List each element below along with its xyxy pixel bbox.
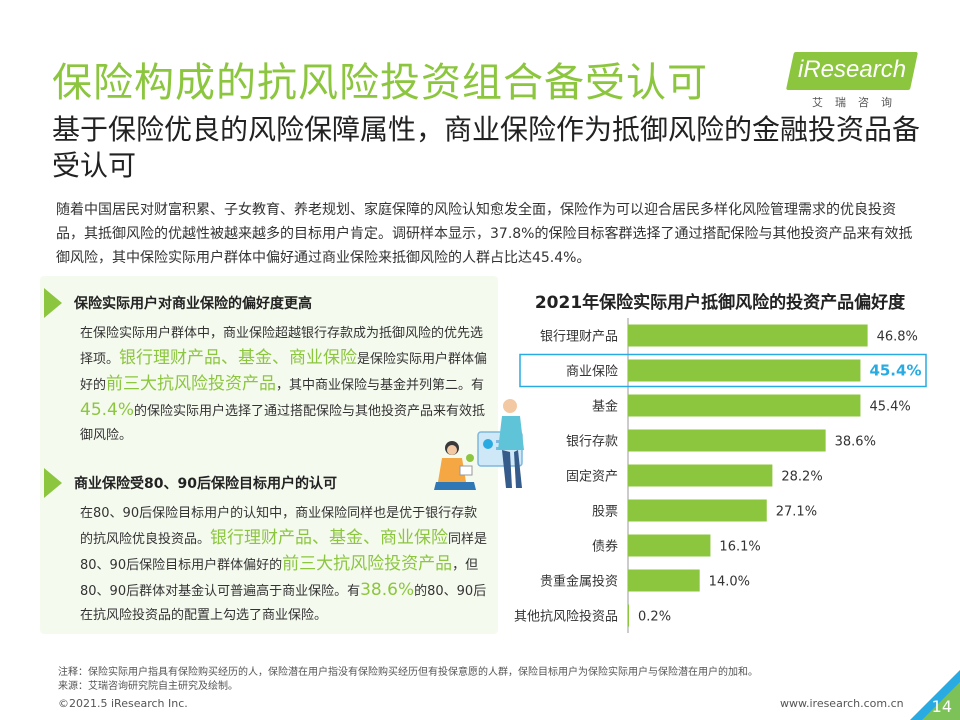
category-label: 基金 — [592, 399, 618, 415]
bar — [628, 324, 868, 347]
intro-paragraph: 随着中国居民对财富积累、子女教育、养老规划、家庭保障的风险认知愈发全面，保险作为… — [56, 202, 913, 266]
logo-text: iResearch — [798, 56, 907, 83]
bar — [628, 429, 826, 452]
section2-highlight-a: 银行理财产品、基金、商业保险 — [210, 528, 449, 548]
section1-highlight-b: 前三大抗风险投资产品 — [106, 374, 277, 394]
website-url: www.iresearch.com.cn — [780, 697, 904, 710]
page-subtitle: 基于保险优良的风险保障属性，商业保险作为抵御风险的金融投资品备受认可 — [52, 113, 921, 182]
section1-text-d: 的保险实际用户选择了通过搭配保险与其他投资产品来有效抵御风险。 — [80, 404, 486, 443]
arrow-icon — [44, 288, 62, 318]
footnote-source: 来源：艾瑞咨询研究院自主研究及绘制。 — [58, 681, 238, 692]
section1-highlight-c: 45.4% — [80, 400, 135, 420]
data-label: 38.6% — [835, 435, 876, 450]
data-label: 0.2% — [638, 610, 671, 625]
category-label: 债券 — [592, 539, 618, 555]
bar — [628, 569, 700, 592]
category-label: 股票 — [592, 505, 618, 520]
section1-highlight-a: 银行理财产品、基金、商业保险 — [119, 348, 358, 368]
category-label: 银行理财产品 — [540, 330, 618, 345]
section1-header: 保险实际用户对商业保险的偏好度更高 — [40, 288, 312, 318]
category-label: 其他抗风险投资品 — [514, 609, 618, 625]
section2-title: 商业保险受80、90后保险目标用户的认可 — [74, 476, 337, 492]
logo-cn-text: 艾瑞咨询 — [812, 96, 904, 109]
section2-text-b: 同样是80、90后保险目标用户群体偏好的 — [80, 532, 488, 573]
section1-text-a: 在保险实际用户群体中，商业保险超越银行存款成为抵御风险的优先选择项。 — [80, 326, 484, 367]
chart-title: 2021年保险实际用户抵御风险的投资产品偏好度 — [534, 293, 906, 313]
section2-highlight-b: 前三大抗风险投资产品 — [282, 554, 453, 574]
findings-panel: 保险实际用户对商业保险的偏好度更高 在保险实际用户群体中，商业保险超越银行存款成… — [40, 276, 498, 634]
data-label: 46.8% — [877, 330, 918, 345]
bar — [628, 464, 773, 487]
arrow-icon — [44, 468, 62, 498]
iresearch-logo: iResearch 艾瑞咨询 — [785, 52, 920, 112]
data-label: 45.4% — [869, 362, 921, 380]
category-label: 商业保险 — [566, 365, 618, 380]
footnote-note: 注释：保险实际用户指具有保险购买经历的人，保险潜在用户指没有保险购买经历但有投保… — [58, 667, 758, 678]
category-label: 银行存款 — [566, 435, 618, 450]
section1-body: 在保险实际用户群体中，商业保险超越银行存款成为抵御风险的优先选择项。银行理财产品… — [80, 322, 490, 448]
data-label: 14.0% — [709, 575, 750, 590]
copyright: ©2021.5 iResearch Inc. — [58, 697, 188, 710]
section2-header: 商业保险受80、90后保险目标用户的认可 — [40, 468, 337, 498]
bar — [628, 534, 711, 557]
highlight-box — [519, 353, 927, 388]
data-label: 28.2% — [781, 470, 822, 485]
section1-text-b: 是保险实际用户群体偏好的 — [80, 352, 488, 393]
footnote: 注释：保险实际用户指具有保险购买经历的人，保险潜在用户指没有保险购买经历但有投保… — [58, 666, 758, 694]
section2-text-c: ，但80、90后群体对基金认可普遍高于商业保险。有 — [80, 558, 479, 599]
bar — [628, 394, 861, 417]
section2-body: 在80、90后保险目标用户的认知中，商业保险同样也是优于银行存款的抗风险优良投资… — [80, 502, 490, 628]
data-label: 16.1% — [719, 540, 760, 555]
section2-highlight-c: 38.6% — [360, 580, 415, 600]
bar — [628, 359, 861, 382]
page-corner-decoration — [910, 670, 960, 720]
section1-title: 保险实际用户对商业保险的偏好度更高 — [74, 296, 312, 312]
bar — [628, 604, 630, 627]
category-label: 固定资产 — [566, 470, 618, 485]
data-label: 45.4% — [869, 400, 910, 415]
section2-text-d: 的80、90后在抗风险投资品的配置上勾选了商业保险。 — [80, 584, 487, 623]
data-label: 27.1% — [776, 505, 817, 520]
people-illustration — [434, 399, 524, 490]
page-number: 14 — [931, 697, 952, 716]
category-label: 贵重金属投资 — [540, 574, 618, 590]
section1-text-c: ，其中商业保险与基金并列第二。有 — [276, 378, 485, 393]
bar-chart: 银行理财产品 46.8% 商业保险 45.4% 基金 45.4% 银行存款 38.6% 固定资产… — [514, 318, 927, 633]
page-title: 保险构成的抗风险投资组合备受认可 — [52, 60, 708, 106]
bar — [628, 499, 767, 522]
section2-text-a: 在80、90后保险目标用户的认知中，商业保险同样也是优于银行存款的抗风险优良投资… — [80, 506, 478, 547]
